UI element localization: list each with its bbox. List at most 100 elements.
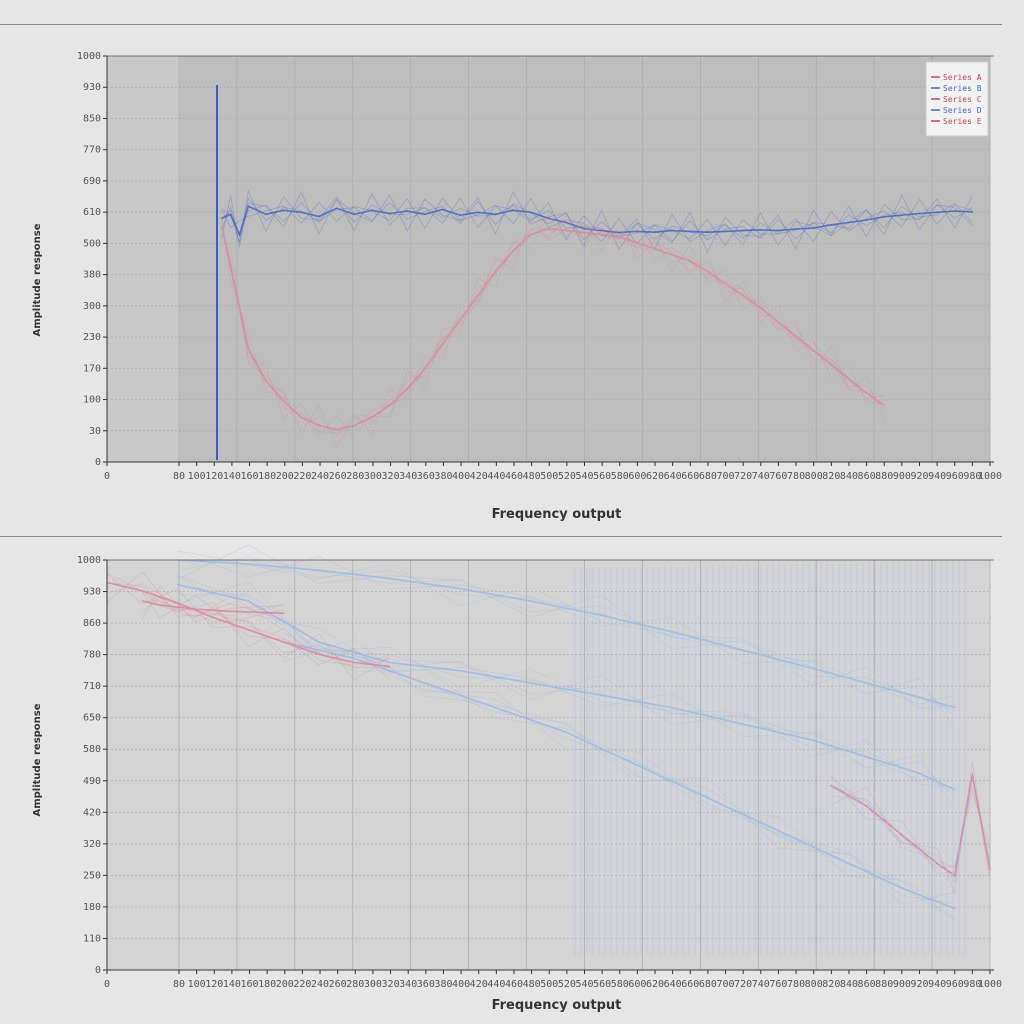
series-4-noise [106,572,390,667]
series-1-point [671,630,674,633]
series-4-noise [106,571,390,681]
y-tick-label: 710 [83,681,101,692]
series-3-point [847,862,850,865]
x-tick-label: 260 [329,979,347,990]
series-1-point [900,214,903,217]
series-1-point [635,230,638,233]
series-1-point [883,215,885,218]
series-2-point [671,706,674,709]
series-1-point [494,213,497,216]
series-2-point [459,669,462,672]
series-1-point [353,213,356,216]
x-tick-label: 340 [399,979,417,990]
top-rule [0,24,1002,25]
series-4 [106,571,391,681]
x-tick-label: 280 [346,979,364,990]
y-tick-label: 770 [83,145,101,156]
y-tick-label: 380 [83,270,101,281]
x-tick-label: 360 [417,471,435,482]
x-tick-label: 680 [699,471,717,482]
series-2-point [741,294,744,297]
x-tick-label: 1000 [978,471,1002,482]
series-2-point [335,428,338,431]
x-tick-label: 700 [717,471,735,482]
series-2-point [265,379,267,382]
x-tick-label: 800 [805,471,823,482]
series-2-point [529,233,532,236]
x-tick-label: 220 [293,471,311,482]
series-2-point [847,377,850,380]
legend-entry: Series B [943,84,982,93]
series-1-noise [221,200,973,242]
series-3 [282,632,956,921]
x-tick-label: 660 [681,471,699,482]
series-5-noise [142,600,284,620]
series-1-point [918,696,921,699]
series-1-point [600,614,603,617]
series-2-point [247,347,250,350]
series-4-point [212,616,214,619]
x-tick-label: 1000 [978,979,1002,990]
x-tick-label: 0 [104,471,110,482]
series-2-point [529,682,532,684]
x-tick-label: 940 [928,471,946,482]
series-2-point [918,772,921,775]
x-tick-label: 580 [611,979,629,990]
series-1-point [688,230,691,233]
series-2-point [318,641,320,643]
x-tick-label: 240 [311,979,329,990]
series-1-noise [177,559,955,712]
x-tick-label: 820 [822,979,840,990]
series-2-point [706,270,709,273]
series-6-noise [830,772,991,884]
series-1-point [459,214,462,217]
x-tick-label: 120 [205,979,223,990]
series-2-point [671,254,674,256]
series-1-point [529,211,532,214]
series-1-point [600,229,603,232]
series-3-point [900,887,903,889]
x-tick-label: 920 [910,471,928,482]
x-tick-label: 740 [752,979,770,990]
series-3-point [953,907,956,910]
x-tick-label: 800 [805,979,823,990]
y-tick-label: 0 [95,457,101,468]
series-1-point [406,210,409,212]
plot-area [107,560,990,970]
x-tick-label: 380 [434,471,452,482]
series-2-point [600,233,603,236]
series-1-point [653,231,656,234]
series-2-point [388,661,391,664]
series-1-point [371,209,373,212]
series-1-point [971,211,974,213]
x-tick-label: 980 [963,979,981,990]
series-3-point [494,706,497,709]
x-tick-label: 640 [664,979,682,990]
x-tick-label: 840 [840,979,858,990]
signal-bursts [574,560,966,955]
series-2-point [371,416,373,419]
x-tick-label: 140 [223,471,241,482]
y-tick-label: 610 [83,207,101,218]
series-2-point [459,319,462,321]
x-tick-label: 280 [346,471,364,482]
x-tick-label: 480 [523,979,541,990]
x-tick-label: 160 [240,471,258,482]
x-tick-label: 460 [505,979,523,990]
x-tick-label: 140 [223,979,241,990]
series-2-point [282,400,285,402]
series-2-point [318,424,320,427]
y-tick-label: 930 [83,82,101,93]
series-4-point [282,641,285,643]
x-tick-label: 860 [858,979,876,990]
x-tick-label: 500 [540,979,558,990]
series-4-point [247,628,250,631]
series-2-point [476,294,479,297]
y-tick-label: 30 [89,426,101,437]
middle-rule [0,536,1002,537]
series-2-point [423,367,426,370]
x-tick-label: 100 [188,471,206,482]
x-tick-label: 840 [840,471,858,482]
x-tick-label: 300 [364,979,382,990]
